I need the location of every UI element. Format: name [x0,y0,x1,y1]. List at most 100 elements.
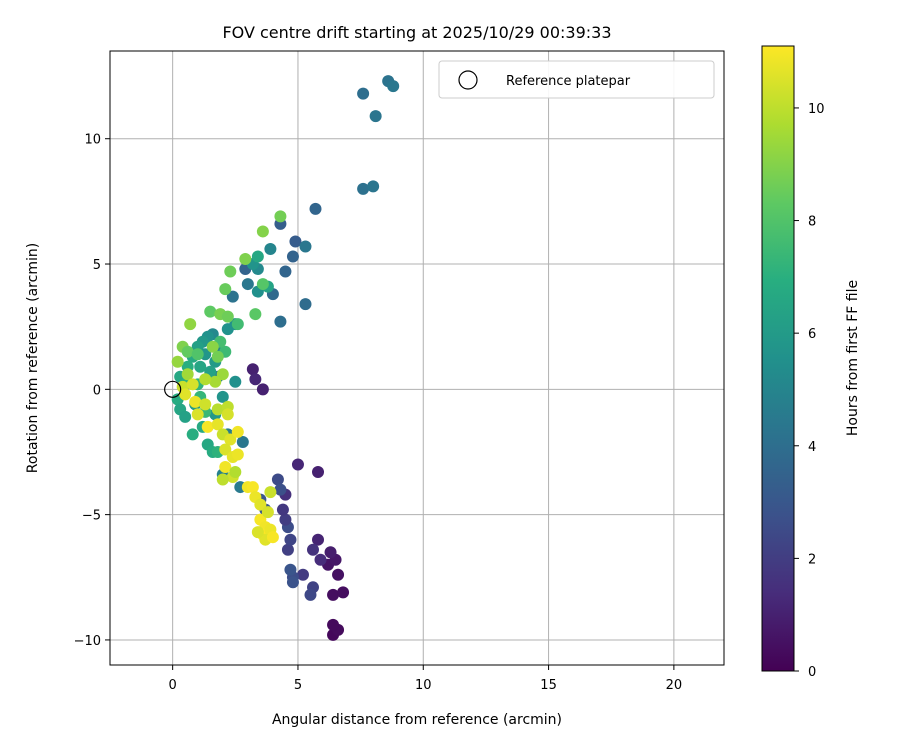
x-tick-label: 20 [666,678,683,693]
colorbar-label: Hours from first FF file [845,280,861,436]
legend: Reference platepar [438,60,715,99]
scatter-point [284,533,297,546]
scatter-point [184,318,197,331]
scatter-point [224,433,237,446]
colorbar: 0 2 4 6 8 10 Hours from first FF file [761,45,861,680]
x-axis-label: Angular distance from reference (arcmin) [272,712,562,728]
scatter-point [312,533,325,546]
scatter-point [249,373,262,386]
scatter-point [279,513,292,526]
scatter-point [189,395,202,408]
scatter-point [274,210,287,223]
scatter-point [261,506,274,519]
scatter-point [284,563,297,576]
colorbar-ticks: 0 2 4 6 8 10 [794,102,825,680]
scatter-point [279,265,292,278]
scatter-point [251,526,264,539]
colorbar-tick-label: 0 [808,665,816,680]
scatter-point [276,503,289,516]
scatter-point [211,403,224,416]
scatter-point [199,373,212,386]
scatter-point [171,355,184,368]
scatter-point [179,410,192,423]
scatter-point [251,250,264,263]
scatter-point [367,180,380,193]
scatter-point [219,283,232,296]
scatter-point [256,278,269,291]
scatter-point [266,531,279,544]
chart-title: FOV centre drift starting at 2025/10/29 … [222,23,611,42]
scatter-point [239,253,252,266]
scatter-point [191,348,204,361]
scatter-point [246,363,259,376]
scatter-point [211,350,224,363]
scatter-point [226,290,239,303]
scatter-point [186,428,199,441]
y-tick-label: 0 [93,383,101,398]
scatter-point [186,378,199,391]
scatter-point [357,87,370,100]
legend-reference-marker [458,70,478,90]
scatter-point [216,473,229,486]
y-tick-label: −10 [74,634,101,649]
scatter-point [324,546,337,559]
scatter-point [306,543,319,556]
scatter-point [299,298,312,311]
colorbar-tick-label: 4 [808,440,816,455]
scatter-point [216,390,229,403]
scatter-point [229,375,242,388]
colorbar-tick-label: 10 [808,102,825,117]
legend-entry-reference: Reference platepar [506,74,631,89]
scatter-point [256,225,269,238]
scatter-point [179,388,192,401]
colorbar-tick-label: 6 [808,327,816,342]
y-axis-label: Rotation from reference (arcmin) [25,243,41,473]
colorbar-gradient [761,45,795,672]
scatter-point [286,250,299,263]
scatter-point [274,483,287,496]
scatter-point [357,182,370,195]
scatter-point [249,308,262,321]
scatter-point [211,418,224,431]
scatter-point [256,383,269,396]
scatter-point [304,588,317,601]
reference-platepar-marker [164,380,182,398]
scatter-point [296,568,309,581]
y-tick-label: −5 [82,509,101,524]
scatter-point [274,315,287,328]
scatter-point [327,588,340,601]
scatter-point [201,420,214,433]
scatter-point [224,265,237,278]
scatter-point [264,242,277,255]
scatter-point [231,318,244,331]
x-tick-label: 0 [169,678,177,693]
scatter-point [312,466,325,479]
y-tick-label: 5 [93,258,101,273]
scatter-point [281,543,294,556]
scatter-point [194,360,207,373]
scatter-point [219,443,232,456]
scatter-point [231,448,244,461]
scatter-point [271,473,284,486]
x-axis-ticks: 0 5 10 15 20 [169,665,683,693]
scatter-point [216,368,229,381]
x-tick-label: 5 [294,678,302,693]
scatter-point [221,310,234,323]
scatter-point [286,576,299,589]
y-tick-label: 10 [84,133,101,148]
scatter-point [221,323,234,336]
x-tick-label: 10 [415,678,432,693]
colorbar-tick-label: 8 [808,215,816,230]
scatter-point [241,278,254,291]
scatter-point [299,240,312,253]
scatter-point [219,461,232,474]
scatter-point [264,486,277,499]
plot-frame [109,50,725,666]
scatter-point [289,235,302,248]
grid-lines [110,51,724,665]
scatter-point [209,375,222,388]
scatter-point [314,553,327,566]
scatter-point [221,408,234,421]
scatter-point [191,408,204,421]
